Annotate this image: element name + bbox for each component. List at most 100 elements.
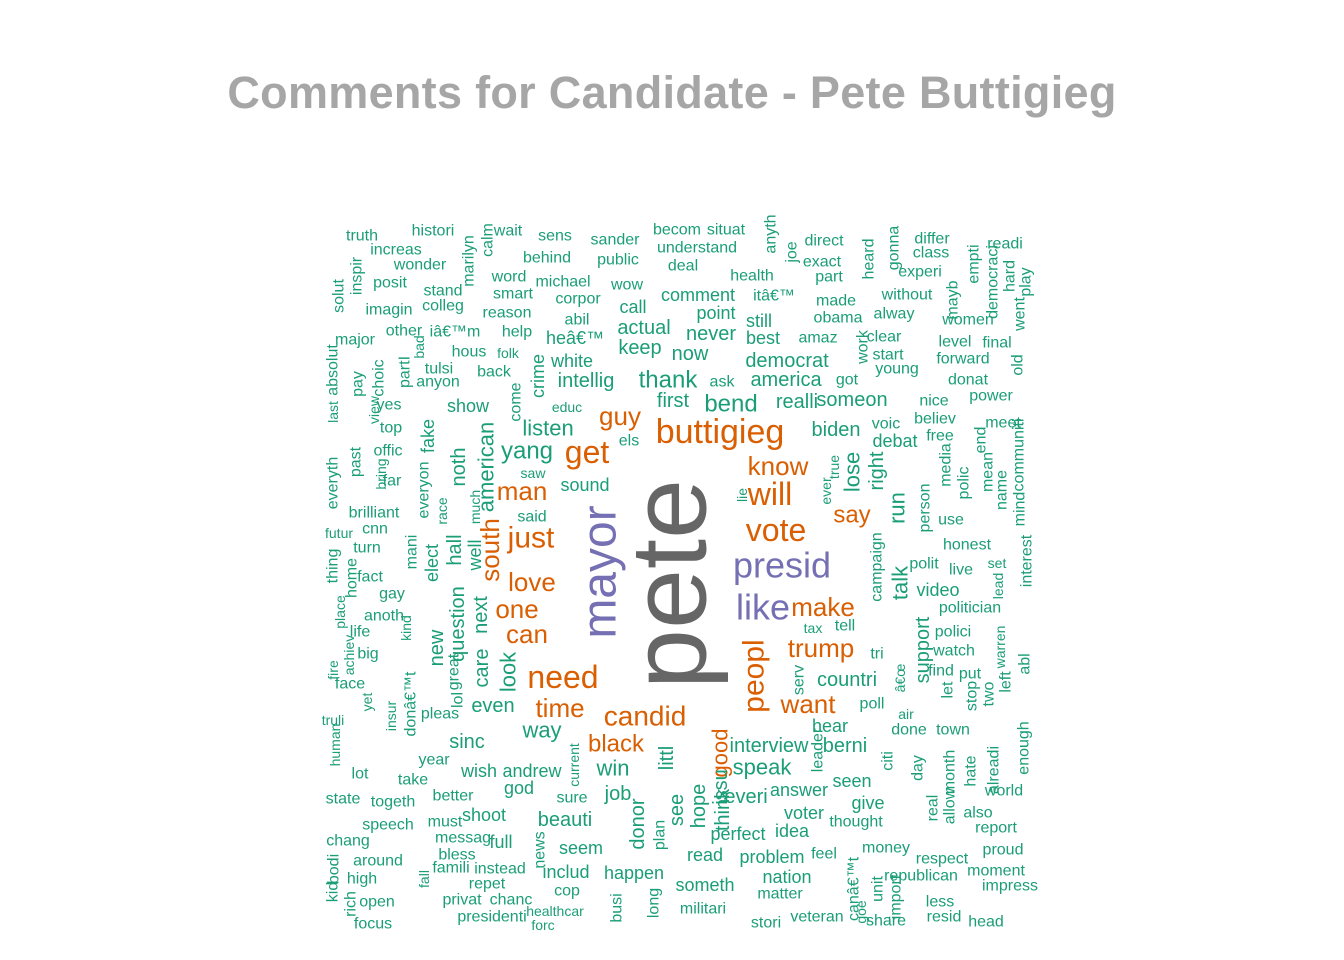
word-185: speech bbox=[362, 817, 414, 834]
word-27: truth bbox=[346, 228, 378, 245]
word-283: new bbox=[426, 629, 448, 666]
word-215: chanc bbox=[490, 892, 533, 909]
word-156: way bbox=[521, 718, 561, 743]
word-58: without bbox=[881, 287, 933, 304]
word-219: presidenti bbox=[457, 909, 526, 926]
word-113: meet bbox=[985, 415, 1021, 432]
word-220: veteran bbox=[790, 909, 843, 926]
word-42: understand bbox=[657, 240, 737, 257]
word-146: countri bbox=[817, 669, 877, 691]
word-306: insur bbox=[383, 700, 399, 731]
word-98: ask bbox=[710, 374, 736, 391]
word-21: need bbox=[527, 659, 598, 695]
word-249: come bbox=[508, 382, 525, 421]
word-295: let bbox=[940, 681, 957, 698]
word-317: littl bbox=[656, 746, 678, 770]
word-71: help bbox=[502, 324, 532, 341]
word-227: solut bbox=[331, 279, 348, 313]
word-172: job bbox=[604, 783, 632, 805]
word-176: togeth bbox=[371, 794, 415, 811]
word-94: donat bbox=[948, 372, 989, 389]
word-163: andrew bbox=[502, 761, 562, 781]
word-226: stori bbox=[751, 915, 781, 932]
word-54: corpor bbox=[555, 291, 601, 308]
word-147: face bbox=[335, 676, 365, 693]
word-121: sound bbox=[560, 475, 609, 495]
word-90: tulsi bbox=[425, 361, 453, 378]
word-297: two bbox=[981, 681, 998, 706]
word-80: major bbox=[335, 332, 376, 349]
word-271: name bbox=[994, 470, 1011, 510]
word-285: next bbox=[470, 596, 492, 634]
word-115: offic bbox=[373, 443, 402, 460]
word-190: full bbox=[489, 832, 512, 852]
word-52: stand bbox=[423, 283, 462, 300]
word-308: human bbox=[327, 724, 343, 767]
word-250: work bbox=[855, 329, 872, 365]
word-322: real bbox=[925, 795, 942, 822]
word-79: final bbox=[982, 335, 1011, 352]
word-87: white bbox=[550, 351, 593, 371]
word-62: abil bbox=[565, 312, 590, 329]
word-311: day bbox=[910, 755, 927, 781]
word-240: went bbox=[1012, 297, 1029, 332]
word-13: just bbox=[507, 522, 555, 555]
word-76: amaz bbox=[798, 330, 837, 347]
word-36: class bbox=[913, 245, 949, 262]
word-165: speak bbox=[733, 755, 793, 780]
word-200: instead bbox=[474, 861, 526, 878]
word-272: communiti bbox=[1011, 419, 1028, 492]
word-173: everi bbox=[724, 786, 767, 808]
word-67: still bbox=[746, 311, 772, 331]
word-198: respect bbox=[916, 851, 969, 868]
word-157: sinc bbox=[449, 731, 485, 753]
word-47: word bbox=[491, 269, 527, 286]
word-81: hous bbox=[452, 344, 487, 361]
word-11: say bbox=[833, 502, 870, 529]
word-5: buttigieg bbox=[656, 413, 785, 451]
word-118: debat bbox=[872, 431, 917, 451]
word-278: elect bbox=[422, 544, 442, 582]
word-74: never bbox=[686, 323, 736, 345]
word-57: made bbox=[816, 293, 856, 310]
word-262: lie bbox=[734, 488, 750, 502]
word-102: realli bbox=[776, 391, 818, 413]
word-245: absolut bbox=[325, 344, 342, 396]
word-334: rich bbox=[343, 891, 360, 917]
word-25: black bbox=[588, 731, 645, 758]
word-100: first bbox=[657, 390, 690, 412]
word-45: part bbox=[815, 269, 843, 286]
word-16: one bbox=[495, 594, 538, 624]
word-195: read bbox=[687, 845, 723, 865]
word-148: pleas bbox=[421, 706, 459, 723]
word-105: yes bbox=[377, 397, 402, 414]
word-112: believ bbox=[914, 411, 956, 428]
word-277: mani bbox=[404, 535, 421, 570]
word-35: differ bbox=[914, 231, 950, 248]
word-212: matter bbox=[757, 886, 803, 903]
word-29: wait bbox=[493, 223, 523, 240]
word-206: moment bbox=[967, 863, 1025, 880]
word-293: â€œ bbox=[892, 664, 908, 693]
word-127: honest bbox=[943, 537, 992, 554]
word-233: heard bbox=[861, 239, 878, 280]
word-239: play bbox=[1018, 267, 1035, 296]
word-31: sander bbox=[591, 232, 641, 249]
word-261: ever bbox=[818, 477, 834, 505]
word-83: keep bbox=[618, 337, 661, 359]
word-246: last bbox=[325, 401, 341, 423]
word-18: make bbox=[791, 592, 855, 622]
word-95: anyon bbox=[416, 374, 460, 391]
word-267: media bbox=[938, 443, 955, 487]
word-299: warren bbox=[992, 626, 1008, 670]
word-164: win bbox=[595, 756, 629, 781]
word-331: goe bbox=[853, 900, 869, 924]
word-20: trump bbox=[788, 633, 854, 663]
word-210: impress bbox=[982, 878, 1038, 895]
word-232: joe bbox=[784, 241, 801, 263]
word-138: tell bbox=[835, 618, 855, 635]
word-91: back bbox=[477, 364, 512, 381]
word-32: becom bbox=[653, 222, 701, 239]
word-86: forward bbox=[936, 351, 989, 368]
word-66: women bbox=[941, 312, 994, 329]
